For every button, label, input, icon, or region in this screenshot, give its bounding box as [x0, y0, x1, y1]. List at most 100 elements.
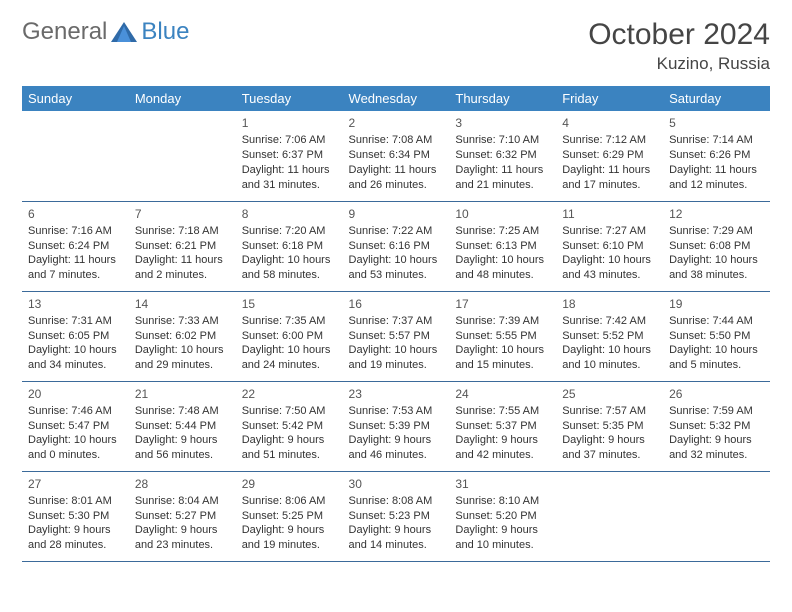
daylight-text: Daylight: 10 hours and 53 minutes. — [349, 253, 444, 283]
day-number: 17 — [455, 296, 550, 312]
calendar-day-cell: 31 Sunrise: 8:10 AMSunset: 5:20 PMDayligh… — [449, 471, 556, 561]
day-number: 2 — [349, 115, 444, 131]
sunrise-text: Sunrise: 7:16 AM — [28, 224, 123, 239]
sunrise-text: Sunrise: 8:10 AM — [455, 494, 550, 509]
calendar-week-row: 20 Sunrise: 7:46 AMSunset: 5:47 PM Dayligh… — [22, 381, 770, 471]
calendar-day-cell: 16Sunrise: 7:37 AMSunset: 5:57 PMDayligh… — [343, 291, 450, 381]
calendar-header-row: SundayMondayTuesdayWednesdayThursdayFrid… — [22, 86, 770, 111]
calendar-day-cell: 29Sunrise: 8:06 AMSunset: 5:25 PMDayligh… — [236, 471, 343, 561]
sunrise-text: Sunrise: 7:10 AM — [455, 133, 550, 148]
calendar-empty-cell — [663, 471, 770, 561]
daylight-text: Daylight: 9 hours and 14 minutes. — [349, 523, 444, 553]
day-number: 7 — [135, 206, 230, 222]
calendar-week-row: 6Sunrise: 7:16 AMSunset: 6:24 PMDaylight… — [22, 201, 770, 291]
calendar-day-cell: 2Sunrise: 7:08 AMSunset: 6:34 PMDaylight… — [343, 111, 450, 201]
day-number: 25 — [562, 386, 657, 402]
daylight-text: Daylight: 9 hours and 46 minutes. — [349, 433, 444, 463]
calendar-day-cell: 28Sunrise: 8:04 AMSunset: 5:27 PMDayligh… — [129, 471, 236, 561]
sunrise-text: Sunrise: 7:59 AM — [669, 404, 764, 419]
month-title: October 2024 — [588, 18, 770, 52]
calendar-day-cell: 23Sunrise: 7:53 AMSunset: 5:39 PMDayligh… — [343, 381, 450, 471]
sunrise-text: Sunrise: 7:39 AM — [455, 314, 550, 329]
header: General Blue October 2024 Kuzino, Russia — [22, 18, 770, 74]
daylight-text: Daylight: 10 hours and 34 minutes. — [28, 343, 123, 373]
calendar-day-cell: 19Sunrise: 7:44 AMSunset: 5:50 PMDayligh… — [663, 291, 770, 381]
weekday-header: Monday — [129, 86, 236, 111]
sunset-text: Sunset: 6:02 PM — [135, 329, 230, 344]
weekday-header: Thursday — [449, 86, 556, 111]
daylight-text: Daylight: 9 hours and 51 minutes. — [242, 433, 337, 463]
day-number: 27 — [28, 476, 123, 492]
weekday-header: Saturday — [663, 86, 770, 111]
title-block: October 2024 Kuzino, Russia — [588, 18, 770, 74]
sunrise-text: Sunrise: 7:44 AM — [669, 314, 764, 329]
sunrise-text: Sunrise: 7:31 AM — [28, 314, 123, 329]
daylight-text: Daylight: 9 hours and 28 minutes. — [28, 523, 123, 553]
daylight-text: Daylight: 9 hours and 37 minutes. — [562, 433, 657, 463]
daylight-text: Daylight: 10 hours and 43 minutes. — [562, 253, 657, 283]
sunrise-text: Sunrise: 7:53 AM — [349, 404, 444, 419]
day-number: 21 — [135, 386, 230, 402]
calendar-day-cell: 10Sunrise: 7:25 AMSunset: 6:13 PMDayligh… — [449, 201, 556, 291]
sunset-text: Sunset: 6:00 PM — [242, 329, 337, 344]
day-number: 31 — [455, 476, 550, 492]
day-number: 19 — [669, 296, 764, 312]
sunset-text: Sunset: 5:25 PM — [242, 509, 337, 524]
day-number: 22 — [242, 386, 337, 402]
daylight-text: Daylight: 11 hours and 12 minutes. — [669, 163, 764, 193]
day-number: 24 — [455, 386, 550, 402]
sunset-text: Sunset: 6:29 PM — [562, 148, 657, 163]
calendar-page: General Blue October 2024 Kuzino, Russia… — [0, 0, 792, 612]
calendar-body: 1Sunrise: 7:06 AMSunset: 6:37 PMDaylight… — [22, 111, 770, 561]
sunrise-text: Sunrise: 7:46 AM — [28, 404, 123, 419]
sunset-text: Sunset: 6:24 PM — [28, 239, 123, 254]
sunset-text: Sunset: 6:08 PM — [669, 239, 764, 254]
daylight-text: Daylight: 9 hours and 19 minutes. — [242, 523, 337, 553]
day-number: 5 — [669, 115, 764, 131]
sunrise-text: Sunrise: 7:35 AM — [242, 314, 337, 329]
sunrise-text: Sunrise: 7:37 AM — [349, 314, 444, 329]
day-number: 9 — [349, 206, 444, 222]
sunset-text: Sunset: 6:32 PM — [455, 148, 550, 163]
daylight-text: Daylight: 10 hours and 38 minutes. — [669, 253, 764, 283]
sunrise-text: Sunrise: 8:01 AM — [28, 494, 123, 509]
day-number: 20 — [28, 386, 123, 402]
calendar-empty-cell — [22, 111, 129, 201]
sunset-text: Sunset: 6:18 PM — [242, 239, 337, 254]
sunset-text: Sunset: 5:23 PM — [349, 509, 444, 524]
sunset-text: Sunset: 6:05 PM — [28, 329, 123, 344]
calendar-day-cell: 9Sunrise: 7:22 AMSunset: 6:16 PMDaylight… — [343, 201, 450, 291]
day-number: 4 — [562, 115, 657, 131]
sunset-text: Sunset: 5:20 PM — [455, 509, 550, 524]
sunset-text: Sunset: 6:13 PM — [455, 239, 550, 254]
day-number: 8 — [242, 206, 337, 222]
weekday-header: Wednesday — [343, 86, 450, 111]
day-number: 13 — [28, 296, 123, 312]
weekday-header: Sunday — [22, 86, 129, 111]
calendar-day-cell: 12Sunrise: 7:29 AMSunset: 6:08 PMDayligh… — [663, 201, 770, 291]
sunset-text: Sunset: 5:30 PM — [28, 509, 123, 524]
sunset-text: Sunset: 6:26 PM — [669, 148, 764, 163]
calendar-day-cell: 17Sunrise: 7:39 AMSunset: 5:55 PMDayligh… — [449, 291, 556, 381]
sunrise-text: Sunrise: 7:29 AM — [669, 224, 764, 239]
sunset-text: Sunset: 6:37 PM — [242, 148, 337, 163]
sunrise-text: Sunrise: 7:20 AM — [242, 224, 337, 239]
day-number: 26 — [669, 386, 764, 402]
logo-triangle-icon — [111, 22, 137, 42]
location-label: Kuzino, Russia — [588, 54, 770, 74]
sunset-text: Sunset: 5:47 PM — [28, 419, 123, 434]
sunset-text: Sunset: 5:52 PM — [562, 329, 657, 344]
daylight-text: Daylight: 11 hours and 31 minutes. — [242, 163, 337, 193]
brand-part1: General — [22, 18, 107, 46]
calendar-day-cell: 5 Sunrise: 7:14 AMSunset: 6:26 PMDaylight… — [663, 111, 770, 201]
daylight-text: Daylight: 10 hours and 10 minutes. — [562, 343, 657, 373]
sunrise-text: Sunrise: 7:33 AM — [135, 314, 230, 329]
sunrise-text: Sunrise: 8:08 AM — [349, 494, 444, 509]
sunrise-text: Sunrise: 7:27 AM — [562, 224, 657, 239]
sunrise-text: Sunrise: 8:06 AM — [242, 494, 337, 509]
daylight-text: Daylight: 9 hours and 10 minutes. — [455, 523, 550, 553]
sunrise-text: Sunrise: 7:14 AM — [669, 133, 764, 148]
calendar-week-row: 13Sunrise: 7:31 AMSunset: 6:05 PMDayligh… — [22, 291, 770, 381]
sunrise-text: Sunrise: 7:48 AM — [135, 404, 230, 419]
sunset-text: Sunset: 6:21 PM — [135, 239, 230, 254]
